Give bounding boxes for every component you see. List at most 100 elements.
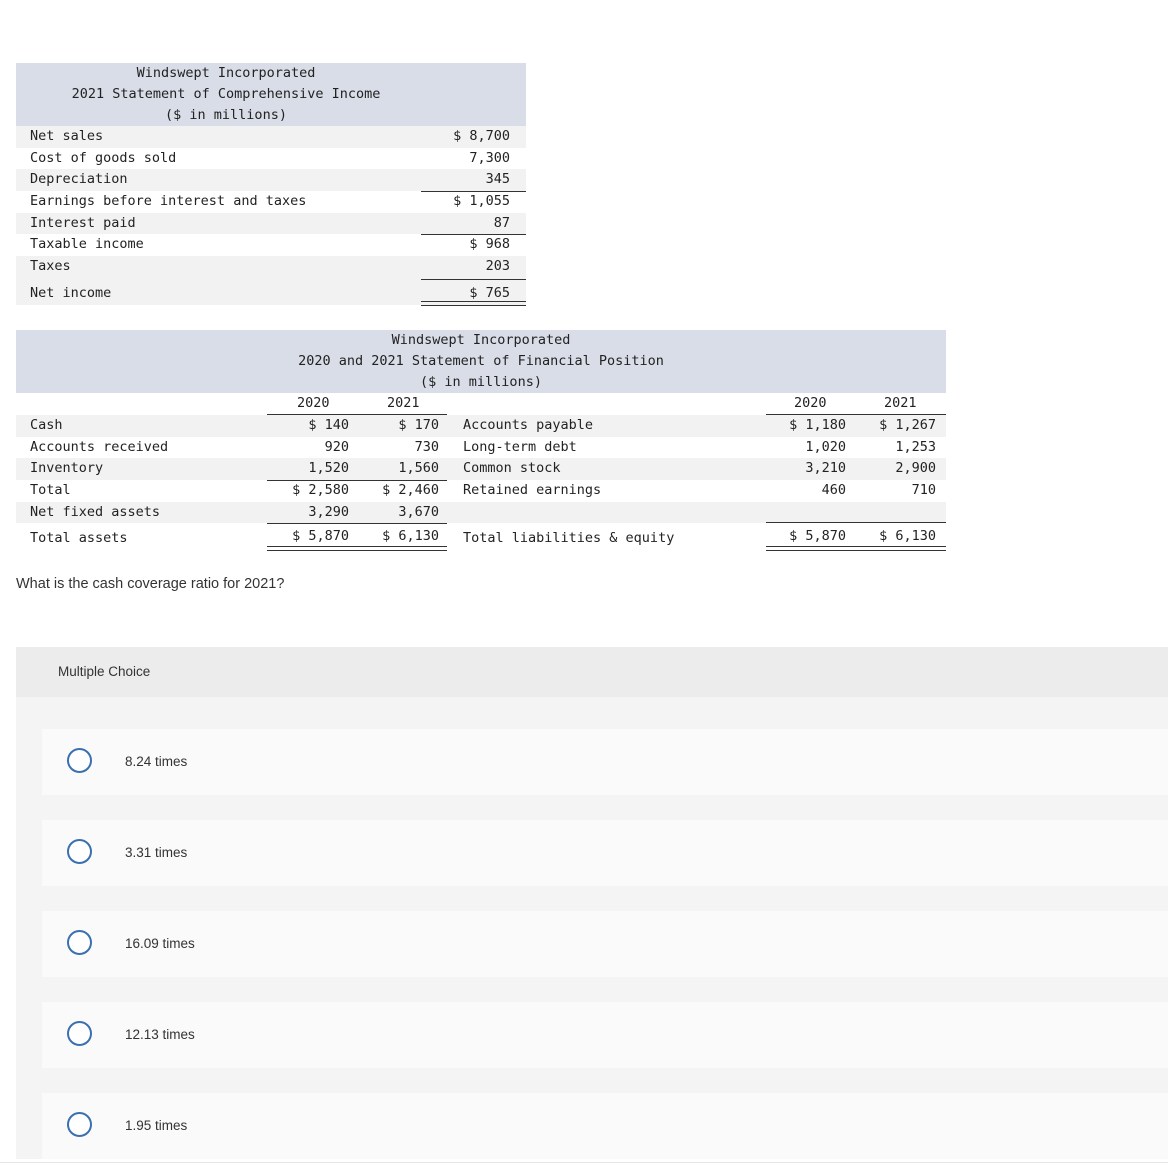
- row-value: 7,300: [469, 149, 510, 166]
- liability-label: Common stock: [463, 460, 561, 477]
- asset-label: Net fixed assets: [30, 503, 161, 520]
- choice-label: 8.24 times: [125, 754, 188, 769]
- asset-2021: $ 2,460: [382, 482, 439, 499]
- statement-title: 2021 Statement of Comprehensive Income: [71, 86, 381, 102]
- liability-2021: $ 6,130: [879, 528, 936, 545]
- year-2020-assets: 2020: [297, 395, 330, 411]
- double-underline: [267, 546, 447, 552]
- choice-option-1[interactable]: 8.24 times: [42, 729, 1168, 795]
- asset-2021: 730: [414, 438, 439, 455]
- balance-row-6: Total assets $ 5,870 $ 6,130 Total liabi…: [16, 523, 946, 552]
- row-label: Cost of goods sold: [30, 149, 177, 166]
- statement-title: 2020 and 2021 Statement of Financial Pos…: [298, 353, 664, 369]
- sum-underline: [421, 191, 526, 193]
- liability-label: Retained earnings: [463, 482, 602, 499]
- choice-option-4[interactable]: 12.13 times: [42, 1002, 1168, 1068]
- liability-label: Accounts payable: [463, 417, 594, 433]
- asset-2020: $ 2,580: [292, 482, 349, 499]
- year-2021-assets: 2021: [387, 395, 420, 411]
- sum-underline: [421, 234, 526, 236]
- radio-button-icon[interactable]: [67, 839, 92, 864]
- company-name: Windswept Incorporated: [136, 65, 316, 81]
- radio-button-icon[interactable]: [67, 1112, 92, 1137]
- sum-underline: [267, 480, 447, 482]
- liability-2020: $ 1,180: [789, 417, 846, 433]
- asset-2021: 1,560: [398, 460, 439, 477]
- income-row-net-sales: Net sales $ 8,700: [16, 126, 526, 148]
- asset-label: Cash: [30, 417, 63, 433]
- row-label: Net sales: [30, 128, 104, 144]
- radio-button-icon[interactable]: [67, 930, 92, 955]
- row-value: $ 8,700: [453, 128, 510, 144]
- asset-2020: $ 5,870: [292, 528, 349, 545]
- year-2021-liabilities: 2021: [884, 395, 917, 411]
- row-label: Earnings before interest and taxes: [30, 193, 307, 210]
- asset-2020: 920: [324, 438, 349, 455]
- income-row-interest: Interest paid 87: [16, 212, 526, 235]
- income-statement-table: Windswept Incorporated 2021 Statement of…: [16, 63, 526, 306]
- statement-units: ($ in millions): [165, 107, 287, 123]
- asset-label: Inventory: [30, 460, 104, 477]
- choice-label: 3.31 times: [125, 845, 188, 860]
- income-row-net-income: Net income $ 765: [16, 277, 526, 306]
- question-text: What is the cash coverage ratio for 2021…: [16, 576, 285, 592]
- liability-2021: 1,253: [895, 438, 936, 455]
- income-row-cogs: Cost of goods sold 7,300: [16, 148, 526, 170]
- choice-label: 16.09 times: [125, 936, 195, 951]
- year-underline: [267, 414, 447, 415]
- balance-sheet-table: Windswept Incorporated 2020 and 2021 Sta…: [16, 330, 946, 552]
- income-row-taxes: Taxes 203: [16, 256, 526, 278]
- asset-label: Total: [30, 482, 71, 499]
- balance-row-2: Accounts received 920 730 Long-term debt…: [16, 437, 946, 459]
- income-row-depreciation: Depreciation 345: [16, 169, 526, 192]
- income-row-taxable-income: Taxable income $ 968: [16, 234, 526, 256]
- liability-2020: 1,020: [805, 438, 846, 455]
- row-label: Interest paid: [30, 214, 136, 231]
- choice-option-2[interactable]: 3.31 times: [42, 820, 1168, 886]
- multiple-choice-panel: Multiple Choice 8.24 times 3.31 times 16…: [16, 647, 1168, 1159]
- asset-label: Accounts received: [30, 438, 169, 455]
- asset-label: Total assets: [30, 530, 128, 547]
- liability-2020: 3,210: [805, 460, 846, 477]
- double-underline: [421, 300, 526, 306]
- choice-option-5[interactable]: 1.95 times: [42, 1093, 1168, 1159]
- year-2020-liabilities: 2020: [794, 395, 827, 411]
- asset-2021: $ 6,130: [382, 528, 439, 545]
- asset-2020: $ 140: [308, 417, 349, 433]
- row-value: 203: [485, 258, 510, 275]
- double-underline: [766, 546, 946, 552]
- multiple-choice-header: Multiple Choice: [16, 647, 1168, 697]
- income-statement-header: Windswept Incorporated 2021 Statement of…: [16, 63, 526, 126]
- multiple-choice-title: Multiple Choice: [58, 664, 151, 679]
- balance-row-3: Inventory 1,520 1,560 Common stock 3,210…: [16, 458, 946, 481]
- sum-underline: [267, 523, 447, 525]
- radio-button-icon[interactable]: [67, 748, 92, 773]
- row-label: Net income: [30, 284, 112, 301]
- statement-units: ($ in millions): [420, 374, 542, 390]
- row-value: $ 968: [469, 236, 510, 253]
- row-value: $ 765: [469, 284, 510, 301]
- balance-row-1: Cash $ 140 $ 170 Accounts payable $ 1,18…: [16, 415, 946, 437]
- liability-2020: 460: [821, 482, 846, 499]
- liability-2021: 2,900: [895, 460, 936, 477]
- row-value: 345: [485, 171, 510, 188]
- balance-sheet-header: Windswept Incorporated 2020 and 2021 Sta…: [16, 330, 946, 393]
- asset-2021: 3,670: [398, 503, 439, 520]
- balance-row-5: Net fixed assets 3,290 3,670: [16, 501, 946, 524]
- sum-underline: [421, 278, 526, 280]
- radio-button-icon[interactable]: [67, 1021, 92, 1046]
- asset-2021: $ 170: [398, 417, 439, 433]
- liability-label: Long-term debt: [463, 438, 577, 455]
- sum-underline: [766, 521, 946, 523]
- liability-2020: $ 5,870: [789, 528, 846, 545]
- income-row-ebit: Earnings before interest and taxes $ 1,0…: [16, 191, 526, 213]
- liability-2021: 710: [911, 482, 936, 499]
- choice-option-3[interactable]: 16.09 times: [42, 911, 1168, 977]
- liability-2021: $ 1,267: [879, 417, 936, 433]
- row-label: Taxable income: [30, 236, 144, 253]
- year-underline: [766, 414, 946, 415]
- bottom-divider: [0, 1162, 1168, 1163]
- row-label: Taxes: [30, 258, 71, 275]
- balance-row-4: Total $ 2,580 $ 2,460 Retained earnings …: [16, 480, 946, 502]
- liability-label: Total liabilities & equity: [463, 530, 675, 547]
